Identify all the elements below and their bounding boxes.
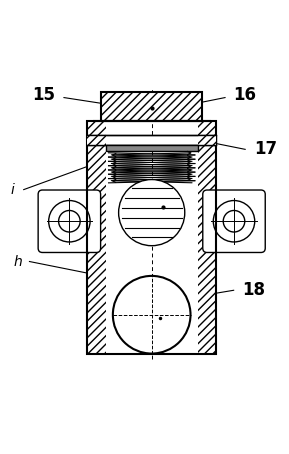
Bar — [87, 135, 216, 145]
Circle shape — [113, 276, 190, 354]
Circle shape — [59, 211, 80, 232]
Bar — [101, 92, 202, 121]
Text: 15: 15 — [32, 86, 55, 104]
Bar — [87, 121, 106, 354]
Circle shape — [118, 179, 185, 246]
Bar — [87, 135, 106, 145]
Bar — [101, 92, 202, 121]
Bar — [198, 135, 216, 145]
Text: 18: 18 — [242, 281, 265, 299]
Circle shape — [213, 201, 255, 242]
Text: h: h — [14, 255, 22, 268]
FancyBboxPatch shape — [203, 190, 265, 252]
Text: 16: 16 — [234, 86, 257, 104]
Bar — [87, 121, 216, 354]
Bar — [198, 121, 216, 354]
FancyBboxPatch shape — [38, 190, 101, 252]
Bar — [106, 145, 198, 151]
Circle shape — [223, 211, 245, 232]
Text: 17: 17 — [254, 140, 277, 158]
Text: i: i — [10, 183, 14, 197]
Circle shape — [49, 201, 90, 242]
